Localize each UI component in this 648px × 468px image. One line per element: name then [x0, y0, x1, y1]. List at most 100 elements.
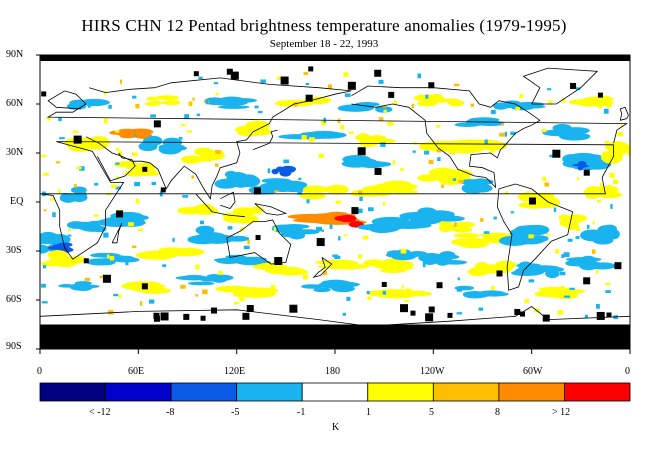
anomaly-dot: [436, 125, 441, 128]
anomaly-dot: [378, 117, 384, 121]
anomaly-dot: [380, 142, 386, 147]
anomaly-dot: [592, 249, 596, 254]
anomaly-patch: [57, 242, 73, 247]
anomaly-dot: [199, 220, 204, 225]
anomaly-patch: [522, 202, 546, 209]
coastline: [496, 183, 574, 291]
anomaly-patch: [282, 168, 295, 173]
colorbar-unit: K: [332, 422, 340, 433]
anomaly-dot: [84, 277, 91, 281]
missing-box: [305, 94, 313, 102]
anomaly-dot: [576, 227, 580, 232]
colorbar-swatch: [236, 382, 303, 402]
missing-box: [153, 315, 160, 322]
anomaly-patch: [604, 141, 630, 152]
anomaly-patch: [256, 262, 280, 270]
anomaly-dot: [557, 310, 564, 315]
anomaly-dot: [493, 216, 497, 220]
anomaly-patch: [231, 287, 272, 295]
missing-box: [226, 68, 233, 75]
anomaly-patch: [200, 234, 234, 244]
missing-box: [381, 281, 387, 287]
anomaly-dot: [405, 293, 410, 298]
colorbar-label-4: -1: [297, 407, 306, 418]
missing-box: [388, 91, 395, 98]
anomaly-patch: [530, 192, 555, 199]
lat-label-30s: 30S: [6, 245, 22, 256]
anomaly-dot: [115, 176, 120, 180]
anomaly-dot: [79, 166, 85, 171]
anomaly-dot: [195, 264, 200, 270]
anomaly-dot: [273, 226, 276, 232]
anomaly-patch: [47, 250, 69, 261]
anomaly-patch: [375, 106, 393, 113]
anomaly-dot: [135, 103, 140, 109]
anomaly-patch: [302, 185, 321, 195]
anomaly-dot: [243, 245, 250, 250]
anomaly-dot: [343, 234, 348, 237]
anomaly-dot: [137, 228, 144, 231]
anomaly-dot: [561, 98, 566, 103]
colorbar-swatch: [498, 382, 565, 402]
anomaly-dot: [441, 184, 444, 189]
anomaly-dot: [298, 177, 302, 181]
anomaly-patch: [417, 174, 440, 182]
anomaly-dot: [526, 191, 530, 194]
missing-box: [583, 169, 590, 176]
anomaly-patch: [193, 204, 215, 212]
anomaly-dot: [132, 95, 137, 99]
anomaly-dot: [501, 122, 504, 126]
lon-label-120e: 120E: [224, 366, 246, 377]
anomaly-dot: [382, 105, 386, 108]
anomaly-dot: [491, 285, 495, 291]
anomaly-dot: [135, 198, 140, 204]
anomaly-dot: [99, 275, 106, 279]
anomaly-dot: [227, 226, 233, 230]
anomaly-dot: [178, 136, 183, 140]
anomaly-dot: [368, 159, 374, 164]
missing-box: [246, 305, 254, 313]
anomaly-patch: [568, 128, 583, 135]
anomaly-dot: [58, 117, 62, 122]
anomaly-dot: [399, 168, 404, 171]
anomaly-dot: [586, 224, 590, 229]
anomaly-dot: [456, 312, 463, 315]
anomaly-patch: [559, 218, 579, 228]
anomaly-dot: [599, 183, 603, 187]
anomaly-patch: [233, 208, 256, 217]
colorbar-swatch: [432, 382, 500, 402]
anomaly-dot: [213, 82, 219, 85]
anomaly-dot: [564, 295, 571, 298]
anomaly-patch: [543, 288, 574, 294]
colorbar-label-6: 5: [429, 407, 434, 418]
missing-band-south: [40, 324, 630, 349]
anomaly-dot: [603, 108, 609, 114]
anomaly-patch: [75, 190, 87, 200]
anomaly-dot: [367, 296, 372, 301]
anomaly-dot: [458, 261, 464, 265]
anomaly-dot: [202, 289, 208, 295]
missing-box: [73, 135, 82, 144]
anomaly-dot: [519, 94, 524, 98]
anomaly-patch: [331, 285, 355, 293]
anomaly-patch: [445, 98, 460, 104]
coastline: [522, 67, 599, 105]
anomaly-dot: [560, 286, 565, 290]
anomaly-dot: [214, 163, 219, 167]
missing-box: [552, 149, 561, 158]
anomaly-dot: [452, 178, 457, 181]
anomaly-dot: [340, 124, 345, 130]
anomaly-dot: [456, 286, 463, 292]
anomaly-dot: [528, 279, 535, 283]
anomaly-patch: [204, 277, 227, 282]
anomaly-patch: [258, 185, 276, 191]
anomaly-dot: [424, 150, 430, 155]
anomaly-dot: [510, 211, 514, 214]
anomaly-patch: [204, 97, 226, 106]
anomaly-patch: [159, 145, 187, 152]
missing-data: [40, 55, 630, 349]
missing-box: [583, 277, 591, 285]
anomaly-dot: [195, 294, 198, 297]
coastline: [254, 203, 288, 216]
anomaly-dot: [432, 219, 436, 222]
